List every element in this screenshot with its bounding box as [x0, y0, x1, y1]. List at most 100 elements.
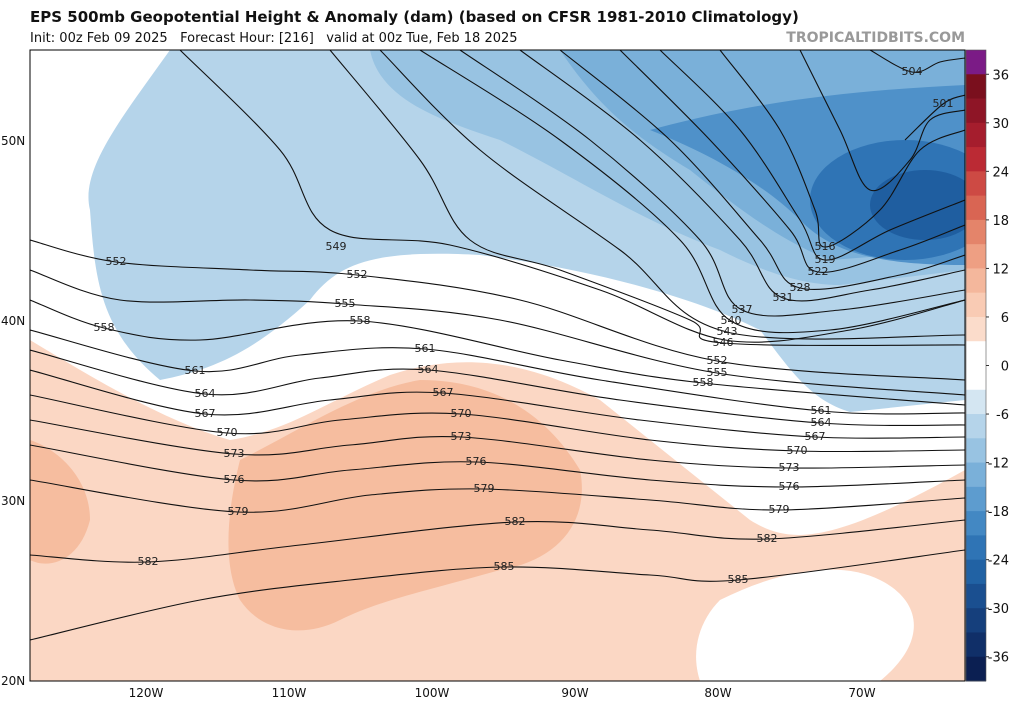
- anomaly-pos-mid-west: [30, 440, 90, 564]
- anomaly-neg-5: [870, 170, 965, 240]
- contour-line: [30, 479, 965, 513]
- colorbar-segment: [966, 583, 986, 609]
- contour-label: 579: [769, 503, 790, 516]
- contour-label: 570: [217, 426, 238, 439]
- contour-label: 546: [713, 336, 734, 349]
- contour-label: 576: [779, 480, 800, 493]
- contour-label: 558: [350, 314, 371, 327]
- colorbar-tick-label: 30: [992, 117, 1009, 132]
- colorbar-segment: [966, 535, 986, 561]
- lon-label: 120W: [129, 686, 164, 700]
- contour-label: 555: [707, 366, 728, 379]
- contour-labels: 5045015165195225285315375405435465525555…: [94, 65, 954, 586]
- colorbar-segment: [966, 219, 986, 245]
- colorbar-tick-label: 36: [992, 68, 1009, 83]
- contour-label: 579: [474, 482, 495, 495]
- colorbar-segment: [966, 50, 986, 75]
- colorbar-tick-label: -36: [988, 651, 1009, 666]
- lat-label: 20N: [1, 674, 25, 688]
- contour-label: 501: [933, 97, 954, 110]
- colorbar-tick-label: -12: [988, 457, 1009, 472]
- contour-line: [30, 349, 965, 426]
- anomaly-zero-gap: [696, 569, 914, 681]
- contour-label: 564: [418, 363, 439, 376]
- colorbar-tick-label: -18: [988, 505, 1009, 520]
- contour-label: 558: [94, 321, 115, 334]
- colorbar-tick-label: -24: [988, 554, 1009, 569]
- colorbar-tick-label: 6: [1001, 311, 1009, 326]
- contour-line: [30, 444, 965, 488]
- contour-line: [30, 239, 965, 381]
- contour-line: [559, 50, 965, 290]
- contour-line: [30, 299, 965, 406]
- contour-label: 549: [326, 240, 347, 253]
- colorbar-segment: [966, 486, 986, 512]
- colorbar-segment: [966, 316, 986, 342]
- colorbar-segment: [966, 414, 986, 439]
- contour-label: 573: [779, 461, 800, 474]
- contour-label: 516: [815, 240, 836, 253]
- colorbar-segment: [966, 365, 986, 391]
- lat-labels: 50N 40N 30N 20N: [1, 134, 25, 688]
- colorbar-segment: [966, 656, 986, 682]
- contour-line: [30, 394, 965, 453]
- contour-label: 585: [728, 573, 749, 586]
- contour-label: 561: [415, 342, 436, 355]
- contour-label: 567: [433, 386, 454, 399]
- site-name: TROPICALTIDBITS.COM: [786, 30, 965, 46]
- lat-label: 50N: [1, 134, 25, 148]
- map-frame: [29, 49, 966, 682]
- colorbar-segment: [966, 244, 986, 269]
- contour-label: 573: [451, 430, 472, 443]
- colorbar-tick-label: 18: [992, 214, 1009, 229]
- contour-label: 552: [707, 354, 728, 367]
- contour-line: [30, 519, 965, 563]
- contour-label: 537: [732, 303, 753, 316]
- contour-label: 573: [224, 447, 245, 460]
- colorbar-tick-label: 0: [1001, 360, 1009, 375]
- lon-label: 100W: [415, 686, 450, 700]
- colorbar-segment: [966, 122, 986, 148]
- contour-label: 531: [773, 291, 794, 304]
- colorbar-segment: [966, 147, 986, 172]
- lon-label: 70W: [848, 686, 875, 700]
- contour-label: 579: [228, 505, 249, 518]
- contour-line: [379, 50, 965, 340]
- map: 5045015165195225285315375405435465525555…: [30, 50, 965, 681]
- contour-label: 528: [790, 281, 811, 294]
- colorbar-tick-label: 12: [992, 262, 1009, 277]
- contour-label: 570: [451, 407, 472, 420]
- colorbar-segment: [966, 608, 986, 633]
- contour-label: 567: [805, 430, 826, 443]
- colorbar-segment: [966, 268, 986, 294]
- contour-label: 582: [505, 515, 526, 528]
- contour-label: 504: [902, 65, 923, 78]
- contour-label: 567: [195, 407, 216, 420]
- contours: [30, 50, 965, 641]
- contour-label: 519: [815, 253, 836, 266]
- contour-label: 522: [808, 265, 829, 278]
- colorbar-segment: [966, 74, 986, 100]
- colorbar-segment: [966, 389, 986, 415]
- colorbar-segment: [966, 171, 986, 197]
- contour-label: 570: [787, 444, 808, 457]
- contour-line: [904, 94, 965, 141]
- contour-line: [30, 419, 965, 469]
- contour-line: [179, 50, 965, 343]
- colorbar-segment: [966, 292, 986, 318]
- contour-label: 576: [224, 473, 245, 486]
- contour-line: [30, 269, 965, 396]
- contour-line: [30, 549, 965, 641]
- colorbar-segment: [966, 438, 986, 464]
- contour-label: 555: [335, 297, 356, 310]
- colorbar-tick-label: 24: [992, 165, 1009, 180]
- contour-line: [30, 369, 965, 439]
- lat-label: 30N: [1, 494, 25, 508]
- colorbar-segment: [966, 559, 986, 585]
- title: EPS 500mb Geopotential Height & Anomaly …: [30, 8, 799, 26]
- contour-line: [329, 50, 965, 346]
- contour-line: [30, 329, 965, 415]
- contour-line: [619, 50, 965, 273]
- lon-labels: 120W 110W 100W 90W 80W 70W: [129, 686, 876, 700]
